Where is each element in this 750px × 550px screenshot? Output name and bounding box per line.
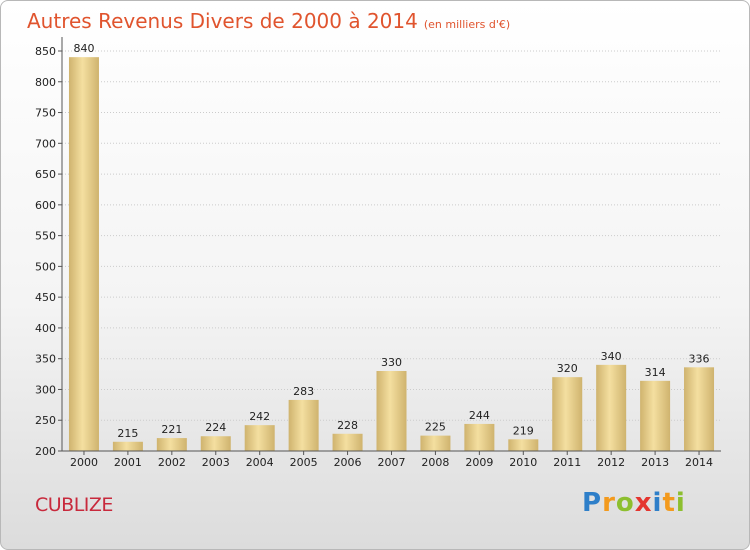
y-tick-label: 500 xyxy=(35,260,56,273)
bar-value-label: 228 xyxy=(337,419,358,432)
chart-title: Autres Revenus Divers de 2000 à 2014 (en … xyxy=(27,9,510,33)
bar-2005 xyxy=(288,399,319,451)
y-tick-label: 400 xyxy=(35,322,56,335)
x-tick-label: 2010 xyxy=(509,456,537,469)
bar-value-label: 840 xyxy=(73,42,94,55)
city-name: CUBLIZE xyxy=(35,494,113,516)
bar-value-label: 225 xyxy=(425,421,446,434)
chart-subtitle: (en milliers d'€) xyxy=(423,18,511,31)
bar-value-label: 340 xyxy=(601,350,622,363)
bar-value-label: 336 xyxy=(689,352,710,365)
bar-value-label: 224 xyxy=(205,421,226,434)
y-tick-label: 200 xyxy=(35,445,56,458)
logo-letter: t xyxy=(662,488,676,518)
y-tick-label: 800 xyxy=(35,76,56,89)
bar-2011 xyxy=(552,377,583,451)
y-tick-label: 650 xyxy=(35,168,56,181)
bar-value-label: 219 xyxy=(513,424,534,437)
bar-value-label: 215 xyxy=(117,427,138,440)
x-tick-label: 2008 xyxy=(421,456,449,469)
logo-letter: o xyxy=(615,488,635,518)
chart-title-text: Autres Revenus Divers de 2000 à 2014 xyxy=(27,9,418,33)
bar-value-label: 242 xyxy=(249,410,270,423)
x-tick-label: 2001 xyxy=(114,456,142,469)
x-tick-label: 2003 xyxy=(202,456,230,469)
x-axis: 2000 2001 2002 2003 2004 2005 2006 2007 2008 2009… xyxy=(62,450,721,469)
logo-letter: P xyxy=(582,488,603,518)
x-tick-label: 2006 xyxy=(334,456,362,469)
bar-2006 xyxy=(332,433,363,451)
logo-letter: x xyxy=(634,488,653,518)
bar-2013 xyxy=(640,380,671,451)
x-tick-label: 2014 xyxy=(685,456,713,469)
bar-value-label: 320 xyxy=(557,362,578,375)
y-tick-label: 600 xyxy=(35,199,56,212)
x-tick-label: 2009 xyxy=(465,456,493,469)
logo-letter: i xyxy=(652,488,663,518)
bars xyxy=(68,57,715,452)
proxiti-logo: Proxiti xyxy=(582,488,686,518)
bar-value-label: 314 xyxy=(645,366,666,379)
y-tick-label: 850 xyxy=(35,45,56,58)
bar-value-label: 244 xyxy=(469,409,490,422)
bar-2010 xyxy=(508,439,539,451)
x-tick-label: 2004 xyxy=(246,456,274,469)
bar-2008 xyxy=(420,435,451,451)
y-tick-label: 250 xyxy=(35,414,56,427)
bar-2007 xyxy=(376,371,407,451)
bar-2014 xyxy=(684,367,715,451)
bar-2002 xyxy=(156,438,187,451)
bar-2001 xyxy=(112,441,143,451)
y-axis: 200 250 300 350 400 450 500 550 600 650 700 750 800 8… xyxy=(35,37,63,458)
y-tick-label: 550 xyxy=(35,230,56,243)
logo-letter: r xyxy=(602,488,616,518)
bar-2012 xyxy=(596,364,627,451)
bar-2003 xyxy=(200,436,231,451)
y-tick-label: 450 xyxy=(35,291,56,304)
bar-2009 xyxy=(464,423,495,451)
x-tick-label: 2012 xyxy=(597,456,625,469)
logo-letter: i xyxy=(675,488,686,518)
y-tick-label: 300 xyxy=(35,383,56,396)
bar-value-label: 283 xyxy=(293,385,314,398)
x-tick-label: 2013 xyxy=(641,456,669,469)
y-tick-label: 350 xyxy=(35,353,56,366)
bar-value-label: 221 xyxy=(161,423,182,436)
x-tick-label: 2002 xyxy=(158,456,186,469)
x-tick-label: 2011 xyxy=(553,456,581,469)
bar-2004 xyxy=(244,425,275,451)
y-tick-label: 700 xyxy=(35,137,56,150)
x-tick-label: 2007 xyxy=(378,456,406,469)
x-tick-label: 2005 xyxy=(290,456,318,469)
x-tick-label: 2000 xyxy=(70,456,98,469)
bar-2000 xyxy=(68,57,99,452)
bar-value-label: 330 xyxy=(381,356,402,369)
bar-labels: 840 215 221 224 242 283 228 330 225 244 219 320 340 3… xyxy=(73,42,709,440)
y-tick-label: 750 xyxy=(35,107,56,120)
